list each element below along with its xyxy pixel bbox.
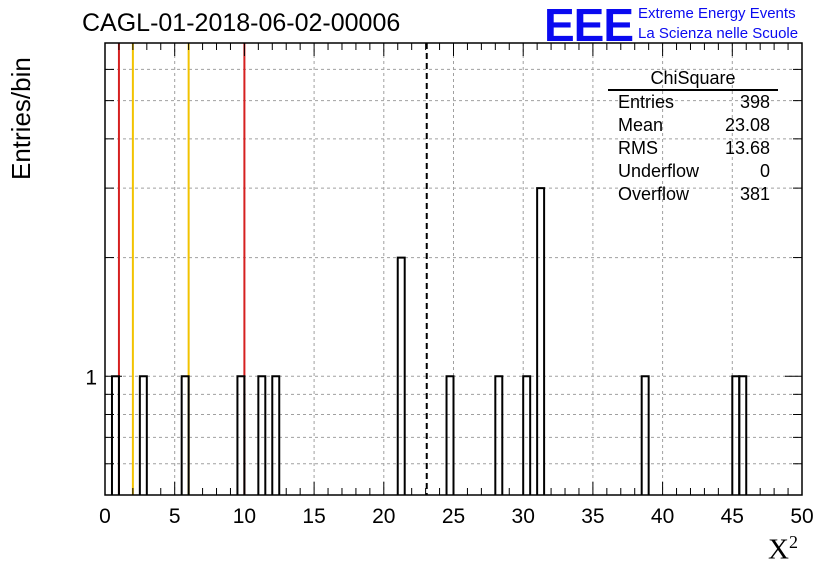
histogram-bar — [396, 256, 406, 495]
histogram-bar — [522, 375, 532, 495]
x-tick-label: 20 — [372, 505, 395, 528]
stats-box-title: ChiSquare — [608, 67, 778, 91]
x-tick-label: 15 — [302, 505, 325, 528]
stats-box: ChiSquare Entries 398 Mean 23.08 RMS 13.… — [608, 67, 778, 206]
stats-label: RMS — [618, 138, 658, 158]
stats-row-rms: RMS 13.68 — [608, 137, 778, 160]
x-tick-label: 5 — [169, 505, 181, 528]
stats-value: 398 — [739, 92, 770, 112]
y-axis-label: Entries/bin — [6, 57, 36, 180]
eee-logo: EEE — [544, 0, 634, 51]
x-tick-label: 40 — [651, 505, 674, 528]
stats-value: 23.08 — [724, 115, 770, 135]
histogram-bar — [494, 375, 504, 495]
histogram-bar — [536, 187, 546, 495]
stats-label: Entries — [618, 92, 675, 112]
x-tick-label: 35 — [581, 505, 604, 528]
stats-row-mean: Mean 23.08 — [608, 114, 778, 137]
x-axis-label: X2 — [768, 532, 798, 566]
logo-caption: Extreme Energy Events La Scienza nelle S… — [638, 4, 798, 44]
histogram-bar — [257, 375, 267, 495]
stats-label: Underflow — [618, 161, 700, 181]
histogram-bar — [738, 375, 748, 495]
x-tick-label: 50 — [790, 505, 813, 528]
x-tick-label: 0 — [99, 505, 111, 528]
x-tick-label: 25 — [442, 505, 465, 528]
stats-value: 381 — [739, 184, 770, 204]
y-tick-label: 1 — [85, 366, 97, 389]
chart-title: CAGL-01-2018-06-02-00006 — [82, 9, 401, 37]
histogram-bar — [445, 375, 455, 495]
logo-caption-line1: Extreme Energy Events — [638, 5, 796, 22]
stats-label: Overflow — [618, 184, 690, 204]
x-tick-label: 10 — [233, 505, 256, 528]
stats-row-entries: Entries 398 — [608, 91, 778, 114]
histogram-bar — [180, 375, 190, 495]
histogram-bar — [236, 375, 246, 495]
histogram-bar — [138, 375, 148, 495]
stats-label: Mean — [618, 115, 664, 135]
x-tick-label: 30 — [512, 505, 535, 528]
histogram-bar — [271, 375, 281, 495]
stats-row-underflow: Underflow 0 — [608, 160, 778, 183]
logo-caption-line2: La Scienza nelle Scuole — [638, 25, 799, 42]
stats-value: 0 — [759, 161, 770, 181]
histogram-bar — [640, 375, 650, 495]
x-tick-label: 45 — [721, 505, 744, 528]
stats-value: 13.68 — [724, 138, 770, 158]
stats-row-overflow: Overflow 381 — [608, 183, 778, 206]
